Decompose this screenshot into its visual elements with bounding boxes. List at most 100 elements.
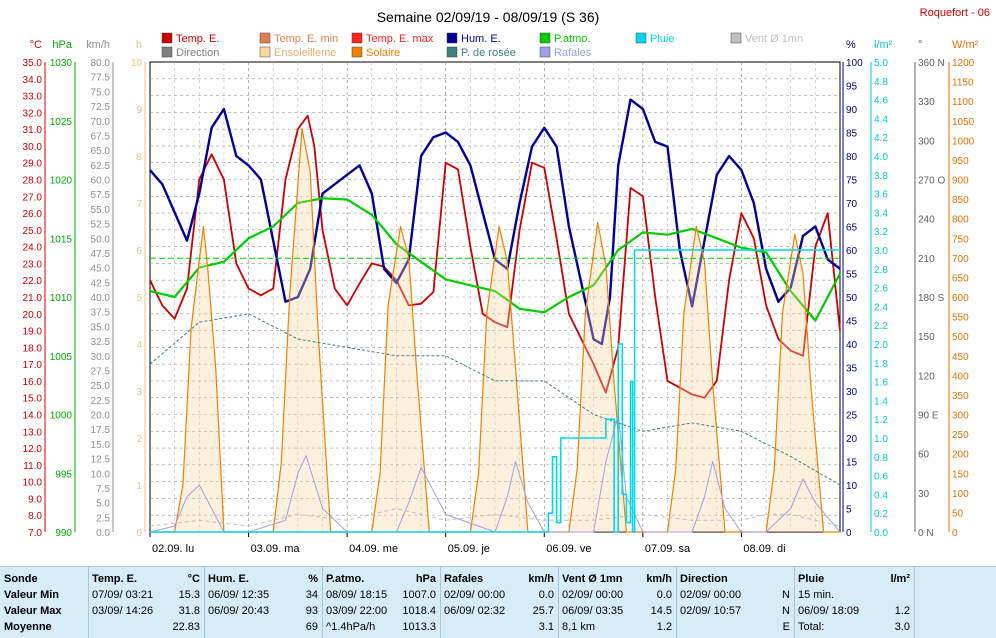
y-tick-label: 0	[136, 528, 142, 539]
y-tick-label: 60	[918, 450, 930, 461]
y-tick-label: 4	[136, 340, 142, 351]
x-tick-label: 03.09. ma	[251, 543, 301, 555]
y-tick-label: 200	[952, 450, 969, 461]
y-tick-label: 0.8	[874, 453, 888, 464]
y-tick-label: 0.0	[96, 528, 110, 539]
stats-value: 1018.4	[402, 605, 436, 617]
y-tick-label: 2.2	[874, 321, 888, 332]
y-tick-label: 21.0	[23, 293, 43, 304]
legend-swatch	[259, 46, 271, 58]
y-tick-label: 28.0	[23, 176, 43, 187]
y-tick-label: 1	[136, 481, 142, 492]
y-tick-label: 6	[136, 246, 142, 257]
y-tick-label: 2.6	[874, 284, 888, 295]
y-tick-label: 22.5	[91, 396, 111, 407]
stats-col-direction: Direction 02/09/ 00:00 N 02/09/ 10:57 N E	[676, 567, 795, 638]
y-tick-label: 90	[846, 105, 858, 116]
stats-value: 0.0	[538, 589, 554, 601]
y-tick-label: 180 S	[918, 293, 944, 304]
legend-label: P.atmo.	[554, 33, 591, 45]
y-tick-label: 31.0	[23, 125, 43, 136]
y-axis-unit: °C	[30, 39, 42, 51]
y-tick-label: 250	[952, 430, 969, 441]
y-tick-label: 7.0	[28, 528, 42, 539]
y-tick-label: 0.0	[874, 528, 888, 539]
y-tick-label: 650	[952, 273, 969, 284]
stats-unit: l/m²	[890, 573, 910, 585]
y-tick-label: 150	[918, 332, 935, 343]
stats-time: 06/09/ 03:35	[562, 605, 624, 617]
legend-swatch	[161, 32, 173, 44]
y-tick-label: 995	[55, 469, 72, 480]
stats-value: 25.7	[532, 605, 554, 617]
y-tick-label: 14.0	[23, 411, 43, 422]
y-tick-label: 330	[918, 97, 935, 108]
stats-time: 08/09/ 18:15	[326, 589, 388, 601]
y-tick-label: 300	[952, 411, 969, 422]
stats-value: 15.3	[178, 589, 200, 601]
y-tick-label: 95	[846, 82, 858, 93]
chart-series	[149, 98, 841, 533]
chart-legend: Temp. E. Temp. E. min Temp. E. max Hum. E. P…	[161, 32, 803, 59]
legend-label: Vent Ø 1mn	[745, 33, 803, 45]
y-tick-label: 350	[952, 391, 969, 402]
stats-header: P.atmo.	[326, 573, 365, 585]
y-tick-label: 25.0	[23, 226, 43, 237]
y-tick-label: 16.0	[23, 377, 43, 388]
stats-value: 93	[305, 605, 318, 617]
y-tick-label: 950	[952, 156, 969, 167]
y-tick-label: 8.0	[28, 511, 42, 522]
y-tick-label: 360 N	[918, 58, 945, 69]
y-tick-label: 85	[846, 129, 858, 140]
y-tick-label: 20.0	[91, 411, 111, 422]
y-tick-label: 0.6	[874, 472, 888, 483]
series-temp-e	[149, 114, 841, 399]
y-tick-label: 29.0	[23, 159, 43, 170]
statistics-table: Sonde Valeur Min Valeur Max Moyenne Temp…	[0, 566, 996, 638]
y-tick-label: 4.4	[874, 114, 888, 125]
stats-time: 06/09/ 18:09	[798, 605, 860, 617]
legend-label: Temp. E. min	[274, 33, 338, 45]
y-tick-label: 52.5	[91, 220, 111, 231]
legend-label: Solaire	[366, 47, 400, 59]
stats-time: 02/09/ 00:00	[680, 589, 742, 601]
y-tick-label: 1000	[50, 411, 73, 422]
y-tick-label: 80.0	[91, 58, 111, 69]
stats-header: Sonde	[4, 573, 38, 585]
y-tick-label: 75	[846, 176, 858, 187]
stats-col-humidity: Hum. E.% 06/09/ 12:35 34 06/09/ 20:43 93 6…	[204, 567, 323, 638]
stats-col-wind: Vent Ø 1mn km/h 02/09/ 00:00 0.0 06/09/ 03…	[558, 567, 677, 638]
y-tick-label: 0	[952, 528, 958, 539]
x-tick-label: 04.09. me	[349, 543, 398, 555]
series-p-atmo	[149, 197, 841, 322]
y-tick-label: 1150	[952, 78, 974, 89]
stats-value: E	[782, 621, 790, 633]
legend-label: Rafales	[554, 47, 592, 59]
y-tick-label: 15.0	[23, 394, 43, 405]
y-tick-label: 5.0	[874, 58, 888, 69]
weather-chart: 02.09. lu 03.09. ma 04.09. me 05.09. je 06.0…	[23, 7, 990, 555]
y-tick-label: 700	[952, 254, 969, 265]
stats-distance: 8,1 km	[562, 621, 596, 633]
y-tick-label: 10.0	[23, 478, 43, 489]
stats-col-gusts: Rafales km/h 02/09/ 00:00 0.0 06/09/ 02:32…	[440, 567, 559, 638]
station-location: Roquefort - 06	[920, 7, 990, 19]
sunshine-area	[150, 128, 840, 533]
y-tick-label: 70.0	[91, 117, 111, 128]
stats-value: 1007.0	[402, 589, 436, 601]
y-tick-label: 90 E	[918, 411, 939, 422]
y-tick-label: 30	[918, 489, 930, 500]
y-tick-label: 3	[136, 387, 142, 398]
stats-header: Vent Ø 1mn	[562, 573, 623, 585]
y-axis-unit: W/m²	[952, 39, 979, 51]
y-tick-label: 55.0	[91, 205, 111, 216]
y-tick-label: 3.2	[874, 227, 888, 238]
stats-value: 22.83	[172, 621, 200, 633]
y-tick-label: 3.6	[874, 190, 888, 201]
y-axis-unit: hPa	[52, 39, 72, 51]
y-tick-label: 210	[918, 254, 935, 265]
x-tick-label: 08.09. di	[743, 543, 785, 555]
y-axis-unit: km/h	[86, 39, 110, 51]
stats-time: 06/09/ 12:35	[208, 589, 270, 601]
legend-label: Temp. E.	[176, 33, 219, 45]
